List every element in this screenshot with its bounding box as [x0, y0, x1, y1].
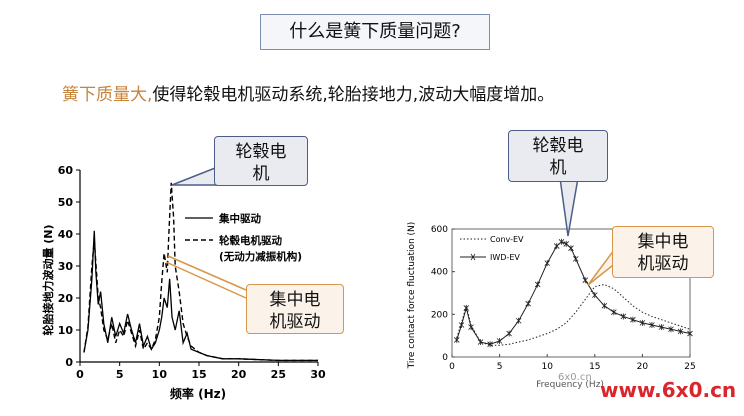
subtitle-rest: 使得轮毂电机驱动系统,轮胎接地力,波动大幅度增加。	[152, 85, 555, 105]
left-chart: 轮胎接地力波动量 (N) 频率 (Hz) 0 5 10 15 20 25 30 0 10 20 30…	[41, 164, 326, 401]
right-x-tick-label: 5	[497, 362, 503, 372]
right-iwd-marker	[458, 322, 465, 328]
right-iwd-marker	[563, 240, 570, 247]
right-x-tick-label: 10	[541, 362, 553, 372]
right-series-conv	[456, 283, 691, 346]
right-iwd-marker	[453, 336, 460, 343]
left-x-tick-label: 25	[271, 368, 286, 381]
left-x-tick-label: 20	[231, 368, 247, 381]
right-legend-label-conv: Conv-EV	[490, 235, 524, 244]
right-plot-frame	[451, 228, 691, 358]
right-iwd-marker	[477, 339, 484, 346]
right-iwd-marker	[658, 324, 665, 331]
right-iwd-marker	[620, 313, 627, 320]
right-x-tick-label: 25	[684, 362, 695, 372]
left-x-tick-label: 30	[310, 368, 326, 381]
pointer-right-hub	[559, 177, 579, 237]
left-x-tick-label: 15	[191, 368, 206, 381]
left-y-tick-label: 10	[58, 324, 74, 337]
left-y-tick-label: 0	[65, 356, 73, 369]
pointer-left-central-2	[165, 261, 247, 299]
right-y-tick-label: 0	[442, 353, 448, 363]
watermark-small: 6x0.cn	[558, 372, 592, 383]
callout-left-hub: 轮毂电 机	[214, 136, 308, 186]
pointer-left-central	[167, 255, 247, 291]
left-x-tick-label: 0	[76, 368, 84, 381]
right-iwd-marker	[639, 319, 646, 326]
subtitle-highlight: 簧下质量大,	[62, 85, 153, 105]
left-series-central	[83, 230, 318, 362]
right-y-tick-label: 400	[431, 268, 448, 278]
right-iwd-marker	[611, 309, 617, 316]
callout-right-hub: 轮毂电 机	[508, 130, 608, 182]
right-x-tick-label: 20	[637, 362, 649, 372]
left-x-tick-label: 5	[116, 368, 124, 381]
right-iwd-marker	[534, 281, 541, 288]
left-y-tick-label: 50	[58, 196, 74, 209]
right-iwd-marker	[568, 245, 574, 252]
right-iwd-marker	[687, 330, 693, 337]
left-y-tick-label: 40	[58, 228, 74, 241]
right-iwd-marker	[525, 300, 531, 307]
right-iwd-marker	[572, 255, 579, 262]
left-legend-label: (无动力减振机构)	[219, 250, 302, 263]
left-ylabel: 轮胎接地力波动量 (N)	[41, 224, 55, 335]
left-x-tick-label: 10	[152, 368, 168, 381]
right-iwd-marker	[649, 322, 655, 328]
left-legend-label: 集中驱动	[218, 212, 261, 225]
left-y-tick-label: 60	[58, 164, 74, 177]
right-x-tick-label: 15	[589, 362, 600, 372]
right-iwd-marker	[463, 304, 470, 311]
right-iwd-marker	[515, 317, 522, 324]
right-iwd-marker	[544, 260, 550, 267]
right-iwd-marker	[601, 302, 608, 309]
watermark: www.6x0.cn	[600, 378, 737, 402]
right-legend-label-iwd: IWD-EV	[490, 253, 520, 262]
right-y-tick-label: 200	[431, 310, 448, 320]
left-y-tick-label: 30	[58, 260, 74, 273]
right-iwd-marker	[630, 316, 636, 323]
right-iwd-marker	[558, 238, 565, 245]
left-series-hub	[83, 182, 318, 362]
right-ylabel: Tire contact force fluctuation (N)	[407, 222, 417, 370]
left-legend-label: 轮毂电机驱动	[219, 234, 282, 247]
right-chart: Tire contact force fluctuation (N) Frequ…	[407, 222, 696, 390]
right-iwd-marker	[668, 326, 674, 333]
right-x-tick-label: 0	[449, 362, 455, 372]
right-iwd-marker	[677, 328, 684, 335]
right-xlabel: Frequency (Hz)	[536, 380, 604, 390]
left-y-tick-label: 20	[58, 292, 74, 305]
right-iwd-marker	[592, 292, 598, 299]
callout-left-central: 集中电 机驱动	[246, 284, 344, 334]
subtitle: 簧下质量大,使得轮毂电机驱动系统,轮胎接地力,波动大幅度增加。	[62, 80, 554, 105]
right-iwd-marker	[582, 277, 589, 284]
right-iwd-marker	[468, 324, 474, 331]
right-legend-marker-iwd	[470, 253, 476, 261]
right-iwd-marker	[496, 338, 503, 344]
right-iwd-marker	[506, 330, 512, 337]
page-title: 什么是簧下质量问题?	[260, 14, 490, 50]
right-y-tick-label: 600	[431, 225, 448, 235]
right-iwd-marker	[553, 243, 560, 250]
right-iwd-marker	[487, 341, 493, 348]
callout-right-central: 集中电 机驱动	[612, 226, 714, 278]
left-xlabel: 频率 (Hz)	[170, 386, 226, 401]
